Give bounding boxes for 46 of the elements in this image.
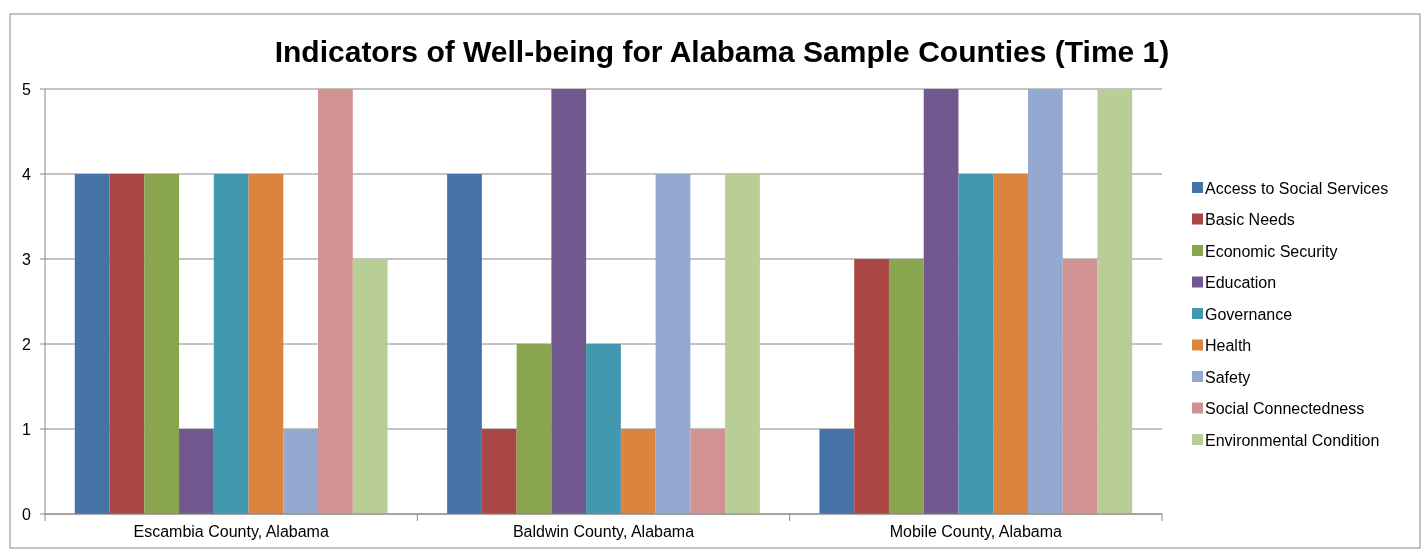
chart-title: Indicators of Well-being for Alabama Sample Counties (Time 1) xyxy=(274,35,1170,68)
y-tick-label: 5 xyxy=(22,80,32,98)
bar xyxy=(888,259,924,514)
bar xyxy=(318,89,353,514)
bar xyxy=(1062,259,1098,514)
bar xyxy=(655,174,691,514)
bar xyxy=(1097,89,1133,514)
x-tick-label: Escambia County, Alabama xyxy=(133,523,329,540)
bar xyxy=(213,174,249,514)
bar xyxy=(551,89,587,514)
bar xyxy=(74,174,110,514)
bar xyxy=(620,429,656,514)
bar xyxy=(993,174,1028,514)
x-tick-label: Mobile County, Alabama xyxy=(889,523,1063,540)
bar xyxy=(352,259,388,514)
y-tick-label: 3 xyxy=(22,250,32,268)
bar xyxy=(248,174,284,514)
legend-label: Economic Security xyxy=(1205,242,1338,260)
bar xyxy=(958,174,994,514)
legend-label: Basic Needs xyxy=(1205,211,1295,229)
bar xyxy=(144,174,180,514)
x-tick-label: Baldwin County, Alabama xyxy=(512,523,695,540)
bar xyxy=(819,429,855,514)
legend-label: Safety xyxy=(1205,368,1251,386)
bar xyxy=(690,429,726,514)
legend-label: Access to Social Services xyxy=(1205,179,1389,197)
bar xyxy=(283,429,319,514)
bar xyxy=(481,429,517,514)
legend-label: Governance xyxy=(1205,305,1293,323)
legend-label: Environmental Condition xyxy=(1205,431,1380,449)
bar xyxy=(854,259,889,514)
legend-label: Health xyxy=(1205,337,1252,355)
bar xyxy=(1027,89,1063,514)
bar xyxy=(109,174,145,514)
legend-label: Social Connectedness xyxy=(1205,400,1365,418)
y-tick-label: 0 xyxy=(22,505,32,523)
bar xyxy=(516,344,552,514)
legend-label: Education xyxy=(1205,274,1277,292)
bar xyxy=(586,344,621,514)
bar xyxy=(447,174,482,514)
bar xyxy=(725,174,760,514)
y-tick-label: 4 xyxy=(22,165,32,183)
bar xyxy=(923,89,959,514)
bar xyxy=(179,429,214,514)
y-tick-label: 2 xyxy=(22,335,32,353)
y-tick-label: 1 xyxy=(22,420,32,438)
